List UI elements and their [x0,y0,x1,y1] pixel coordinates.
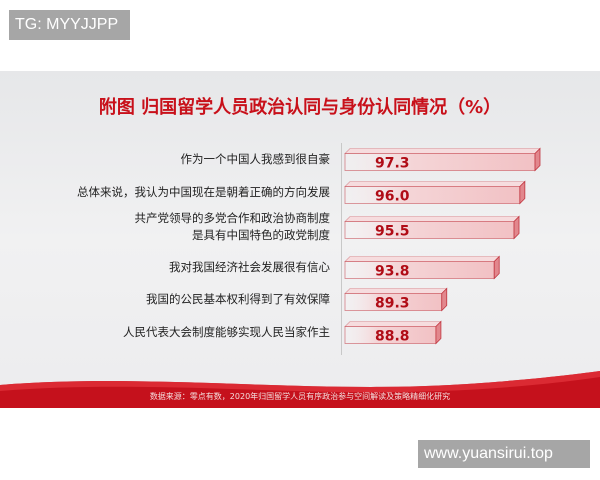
bar-front [344,261,495,279]
bar-front [344,221,515,239]
category-label: 总体来说，我认为中国现在是朝着正确的方向发展 [77,184,330,201]
category-label: 我国的公民基本权利得到了有效保障 [146,291,330,308]
category-label-line: 是具有中国特色的政党制度 [192,228,330,242]
bar-value-label: 95.5 [375,224,410,240]
bar-top [344,288,448,294]
category-label-line: 总体来说，我认为中国现在是朝着正确的方向发展 [77,184,330,199]
bar-value-label: 96.0 [375,189,410,205]
category-label-line: 我对我国经济社会发展很有信心 [169,259,330,274]
axis-line [341,143,342,355]
category-label-line: 人民代表大会制度能够实现人民当家作主 [123,324,330,339]
bar: 97.3 [344,147,541,172]
bar-top [344,148,541,154]
bar-top [344,181,526,187]
bar-side [441,287,448,312]
bar-top [344,256,500,262]
bar-value-label: 93.8 [375,264,410,280]
bar-value-label: 88.8 [375,329,410,345]
chart-title: 附图 归国留学人员政治认同与身份认同情况（%） [98,97,502,118]
bar: 93.8 [344,255,500,280]
bars-svg: 97.3 96.0 95.5 93.8 89.3 88.8 [344,147,541,345]
bar: 88.8 [344,320,442,345]
bar-side [534,147,541,172]
bar-top [344,216,520,222]
watermark-top-left: TG: MYYJJPP [9,10,130,40]
bar-top [344,321,442,327]
bar-value-label: 97.3 [375,156,410,172]
red-ribbon-footer [0,371,600,408]
category-label: 人民代表大会制度能够实现人民当家作主 [123,324,330,341]
bar-side [493,255,500,280]
category-label: 共产党领导的多党合作和政治协商制度是具有中国特色的政党制度 [135,210,331,244]
chart-slide: 附图 归国留学人员政治认同与身份认同情况（%） 作为一个中国人我感到很自豪总体来… [0,71,600,408]
category-label: 我对我国经济社会发展很有信心 [169,259,330,276]
bar-side [519,180,526,205]
category-label-line: 作为一个中国人我感到很自豪 [180,151,331,166]
bar: 89.3 [344,287,448,312]
bar-side [435,320,442,345]
category-label-line: 共产党领导的多党合作和政治协商制度 [134,211,331,225]
bar-front [344,153,536,171]
bar: 95.5 [344,215,520,240]
category-label: 作为一个中国人我感到很自豪 [181,151,331,168]
watermark-bottom-right: www.yuansirui.top [418,440,590,468]
bar-side [513,215,520,240]
bar: 96.0 [344,180,526,205]
category-label-line: 我国的公民基本权利得到了有效保障 [146,291,330,306]
bar-front [344,186,521,204]
bar-value-label: 89.3 [375,296,410,312]
data-source-note: 数据来源：零点有数，2020年归国留学人员有序政治参与空间解读及策略精细化研究 [149,392,451,401]
